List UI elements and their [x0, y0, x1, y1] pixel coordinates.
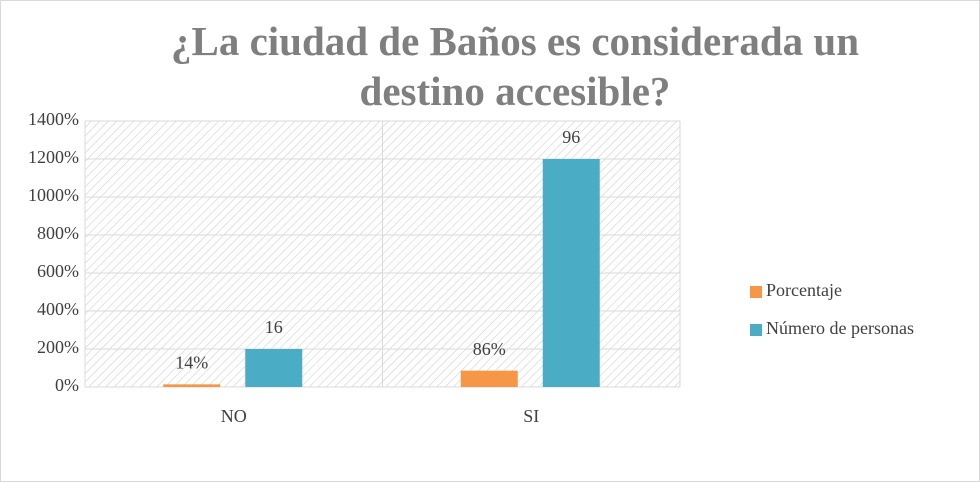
data-label: 16: [265, 317, 283, 337]
bar: [163, 384, 221, 387]
y-tick-label: 400%: [37, 299, 79, 319]
legend-swatch: [750, 286, 762, 298]
bar: [460, 370, 518, 387]
data-label: 86%: [473, 339, 506, 359]
x-tick-label: SI: [523, 406, 539, 426]
legend-label: Número de personas: [766, 318, 914, 338]
y-tick-label: 1200%: [28, 147, 79, 167]
chart-title: ¿La ciudad de Baños es considerada un de…: [170, 18, 860, 114]
legend-swatch: [750, 324, 762, 336]
legend-label: Porcentaje: [766, 280, 842, 300]
y-tick-label: 800%: [37, 223, 79, 243]
data-label: 14%: [175, 352, 208, 372]
y-tick-label: 200%: [37, 337, 79, 357]
data-label: 96: [562, 127, 580, 147]
bar: [542, 159, 600, 387]
x-tick-label: NO: [221, 406, 247, 426]
y-tick-label: 600%: [37, 261, 79, 281]
bar: [245, 349, 303, 387]
y-tick-label: 1000%: [28, 185, 79, 205]
y-tick-label: 1400%: [28, 109, 79, 129]
y-tick-label: 0%: [55, 375, 79, 395]
